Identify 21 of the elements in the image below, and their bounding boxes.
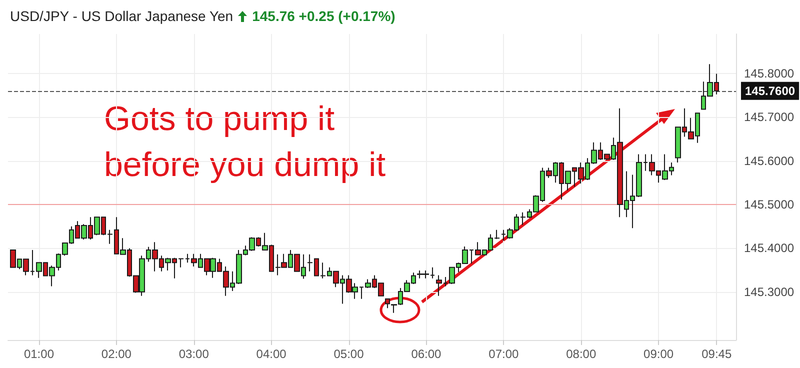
x-tick-label: 05:00 (334, 347, 364, 361)
y-tick-label: 145.5000 (744, 197, 794, 212)
candlestick (385, 298, 390, 309)
x-tick-label: 06:00 (411, 347, 442, 361)
x-tick-label: 07:00 (488, 347, 519, 361)
y-tick-label: 145.3000 (744, 284, 794, 299)
chart-subtitle: 145.76 +0.25 (+0.17%) (252, 8, 396, 24)
y-tick-label: 145.7000 (744, 110, 794, 124)
ref-line-label: 145.7600 (745, 84, 796, 98)
x-tick-label: 01:00 (24, 347, 54, 361)
x-tick-label: 08:00 (566, 347, 596, 361)
x-tick-label: 09:45 (702, 347, 732, 361)
y-tick-label: 145.6000 (744, 154, 794, 168)
x-tick-label: 09:00 (644, 347, 674, 361)
x-tick-label: 02:00 (101, 347, 132, 361)
x-tick-label: 03:00 (178, 347, 210, 361)
chart-title: USD/JPY - US Dollar Japanese Yen (10, 8, 234, 24)
x-tick-label: 04:00 (256, 347, 287, 361)
y-tick-label: 145.4000 (744, 241, 794, 256)
y-tick-label: 145.8000 (744, 66, 794, 80)
candlestick (430, 266, 435, 279)
